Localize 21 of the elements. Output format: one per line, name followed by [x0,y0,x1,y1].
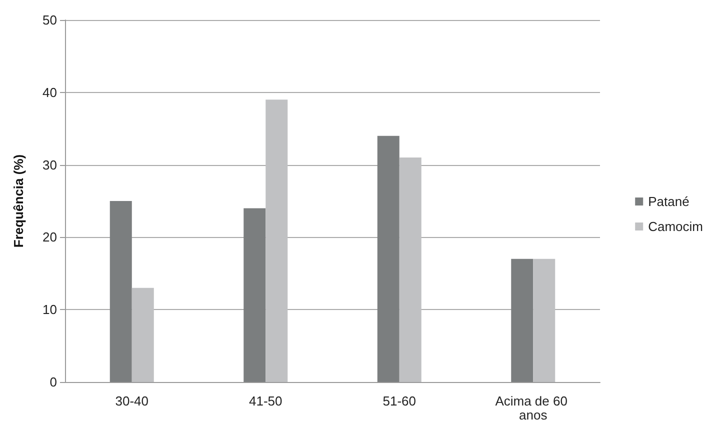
x-tick-label: Acima de 60 anos [495,394,572,422]
y-axis-title: Frequência (%) [11,154,26,248]
x-tick-label: 51-60 [382,394,416,408]
bar [132,288,154,382]
bar [511,258,534,382]
bar [377,136,400,382]
y-tick-label: 0 [50,374,57,390]
y-tick-label: 10 [42,302,57,318]
y-tick-label: 50 [42,12,57,28]
bar [399,158,422,382]
y-tick-label: 20 [42,230,57,245]
bar [266,100,288,382]
y-tick-label: 40 [42,84,57,100]
legend-label: Camocim [648,219,704,234]
legend-label: Patané [648,194,690,209]
x-tick-label: 41-50 [249,394,282,408]
bar [533,258,556,382]
y-tick-label: 30 [42,157,57,172]
x-tick-label: 30-40 [115,394,148,408]
bar [110,201,132,382]
bar [244,208,266,382]
